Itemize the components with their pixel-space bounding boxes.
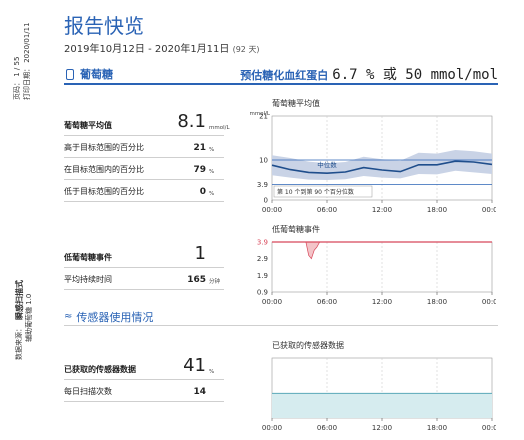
x-tick-label: 06:00 <box>317 206 337 214</box>
percentile-band <box>272 150 492 180</box>
stat-label: 高于目标范围的百分比 <box>64 143 144 152</box>
sensor-stats: 已获取的传感器数据 41% 每日扫描次数 14 <box>64 350 224 402</box>
date-range: 2019年10月12日 - 2020年1月11日 (92 天) <box>64 40 260 55</box>
sensor-section-label: 传感器使用情况 <box>76 310 154 324</box>
stat-label: 已获取的传感器数据 <box>64 365 136 374</box>
median-label: 中位数 <box>317 160 337 169</box>
sensor-data-chart-title: 已获取的传感器数据 <box>272 341 344 350</box>
low-event-area <box>305 241 323 260</box>
y-tick-label: 0 <box>264 197 268 205</box>
days-count: (92 天) <box>232 45 260 54</box>
x-tick-label: 00:00 <box>482 298 496 306</box>
x-tick-label: 06:00 <box>317 424 337 432</box>
x-tick-label: 00:00 <box>262 298 282 306</box>
stat-row: 平均持续时间 165 分钟 <box>64 268 224 290</box>
band-legend-label: 第 10 个到第 90 个百分位数 <box>277 188 354 196</box>
stat-label: 每日扫描次数 <box>64 387 112 396</box>
stat-unit: % <box>209 168 215 175</box>
x-tick-label: 18:00 <box>427 298 447 306</box>
stat-unit: 分钟 <box>209 278 221 285</box>
hypo-stats: 低葡萄糖事件 1 平均持续时间 165 分钟 <box>64 238 224 290</box>
wireless-icon: ≈ <box>64 311 73 322</box>
stat-row: 高于目标范围的百分比 21% <box>64 136 224 158</box>
page-number: 页码： 1 / 55 <box>13 56 21 100</box>
stat-value: 0 <box>199 187 206 197</box>
stat-unit: mmol/L <box>209 124 230 131</box>
sensor-device-icon <box>66 68 74 80</box>
stat-row: 低于目标范围的百分比 0% <box>64 180 224 202</box>
glucose-section-header: 葡萄糖 预估糖化血红蛋白 6.7 % 或 50 mmol/mol <box>64 65 498 85</box>
page-title: 报告快览 <box>64 14 144 38</box>
stat-value: 1 <box>194 243 206 264</box>
glucose-stats: 葡萄糖平均值 8.1 mmol/L 高于目标范围的百分比 21% 在目标范围内的百分比 79… <box>64 106 230 202</box>
stat-row: 每日扫描次数 14 <box>64 380 224 402</box>
x-tick-label: 12:00 <box>372 424 392 432</box>
estimated-a1c: 预估糖化血红蛋白 6.7 % 或 50 mmol/mol <box>240 64 498 84</box>
stat-label: 在目标范围内的百分比 <box>64 165 144 174</box>
software-version: 辅助葡萄糖 1.0 <box>25 293 33 342</box>
stat-row: 葡萄糖平均值 8.1 mmol/L <box>64 106 230 136</box>
avg-glucose-chart-title: 葡萄糖平均值 <box>272 99 320 108</box>
side-metadata: 页码： 1 / 55 打印日期： 2020/01/11 数据来源： 瞬感扫描式 … <box>0 0 40 440</box>
y-tick-label: 10 <box>259 157 268 165</box>
x-tick-label: 12:00 <box>372 298 392 306</box>
sensor-data-area <box>272 393 492 418</box>
stat-value: 79 <box>193 165 206 175</box>
stat-value: 8.1 <box>177 111 206 132</box>
stat-label: 平均持续时间 <box>64 275 112 284</box>
print-date: 打印日期： 2020/01/11 <box>23 22 31 100</box>
sensor-data-chart: 00:00 06:00 12:00 18:00 00:00 <box>262 357 496 432</box>
median-line <box>271 160 493 175</box>
y-tick-label: 3.9 <box>257 239 268 247</box>
stat-row: 已获取的传感器数据 41% <box>64 350 224 380</box>
x-tick-label: 00:00 <box>262 206 282 214</box>
x-tick-label: 00:00 <box>482 206 496 214</box>
estimated-a1c-label: 预估糖化血红蛋白 <box>240 69 329 82</box>
stat-unit: % <box>209 146 215 153</box>
stat-row: 低葡萄糖事件 1 <box>64 238 224 268</box>
stat-label: 低葡萄糖事件 <box>64 253 112 262</box>
stat-unit: % <box>209 368 215 375</box>
stat-unit: % <box>209 190 215 197</box>
x-tick-label: 18:00 <box>427 206 447 214</box>
x-tick-label: 12:00 <box>372 206 392 214</box>
date-range-text: 2019年10月12日 - 2020年1月11日 <box>64 44 230 55</box>
glucose-section-label: 葡萄糖 <box>80 68 113 81</box>
band-legend-box <box>273 185 373 198</box>
stat-row: 在目标范围内的百分比 79% <box>64 158 224 180</box>
stat-value: 14 <box>193 387 206 397</box>
y-axis-unit: mmol/L <box>249 111 270 117</box>
y-tick-label: 0.9 <box>257 289 268 297</box>
y-tick-label: 2.9 <box>257 255 268 263</box>
x-tick-label: 00:00 <box>262 424 282 432</box>
y-tick-label: 3.9 <box>257 181 268 189</box>
stat-label: 低于目标范围的百分比 <box>64 187 144 196</box>
y-tick-label: 1.9 <box>257 272 268 280</box>
stat-label: 葡萄糖平均值 <box>64 121 112 130</box>
stat-value: 21 <box>193 143 206 153</box>
stat-value: 165 <box>187 275 206 285</box>
sensor-section-header: ≈ 传感器使用情况 <box>64 308 498 326</box>
estimated-a1c-value: 6.7 % 或 50 mmol/mol <box>332 67 498 83</box>
stat-value: 41 <box>183 355 206 376</box>
low-glucose-chart-title: 低葡萄糖事件 <box>272 225 320 234</box>
x-tick-label: 06:00 <box>317 298 337 306</box>
x-tick-label: 18:00 <box>427 424 447 432</box>
x-tick-label: 00:00 <box>482 424 496 432</box>
y-tick-label: 21 <box>259 113 268 121</box>
data-source-label: 数据来源： <box>15 325 23 360</box>
